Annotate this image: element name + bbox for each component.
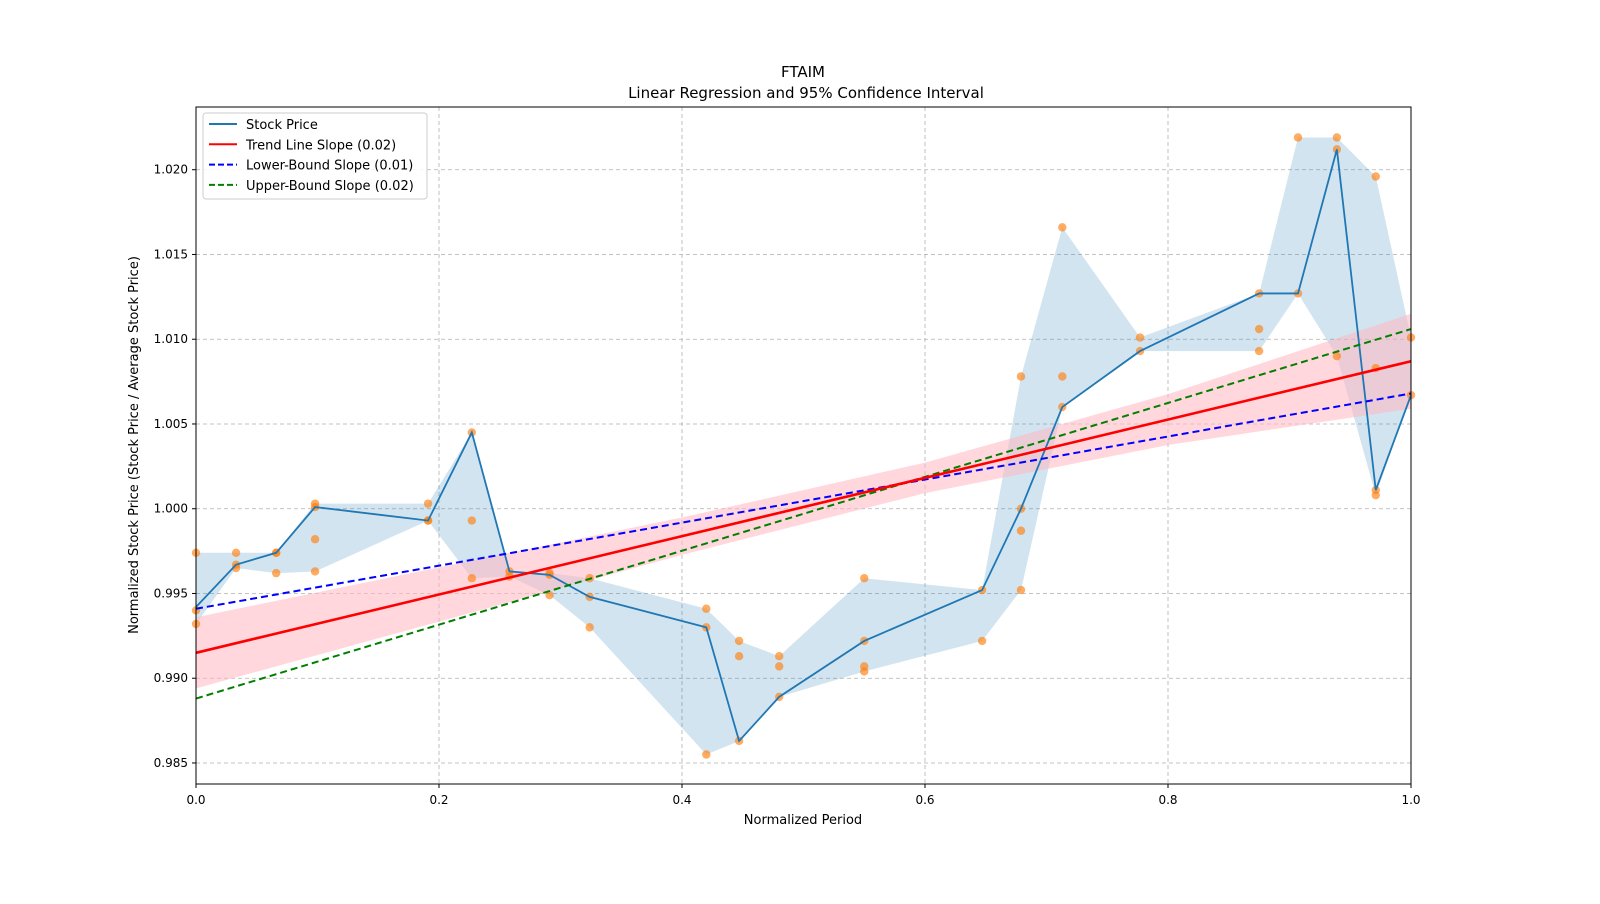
x-tick-label: 0.2	[429, 793, 448, 807]
stock-price-line	[195, 149, 1412, 743]
y-tick-label: 1.015	[154, 247, 188, 261]
scatter-point	[467, 516, 477, 525]
x-tick-label: 0.4	[672, 793, 691, 807]
y-tick-label: 0.985	[154, 756, 188, 770]
scatter-point	[1058, 223, 1067, 232]
x-tick-label: 0.0	[186, 793, 205, 807]
scatter-point	[1332, 133, 1342, 142]
y-tick-label: 1.010	[154, 332, 188, 346]
scatter-point	[467, 574, 477, 583]
lower-bound-line	[195, 392, 1412, 610]
upper-bound-line	[195, 328, 1412, 700]
legend-label: Lower-Bound Slope (0.01)	[246, 159, 413, 174]
scatter-point	[271, 568, 281, 578]
y-tick-label: 1.005	[154, 417, 188, 431]
scatter-point	[545, 590, 554, 600]
scatter-point	[1254, 346, 1264, 356]
chart-subtitle: Linear Regression and 95% Confidence Int…	[628, 84, 984, 102]
scatter-point	[1135, 333, 1145, 342]
scatter-point	[1016, 372, 1026, 381]
scatter-point	[231, 548, 241, 557]
scatter-point	[775, 651, 784, 661]
legend-label: Upper-Bound Slope (0.02)	[246, 179, 414, 194]
legend-label: Stock Price	[246, 118, 318, 133]
x-tick-label: 1.0	[1401, 793, 1420, 807]
y-tick-label: 0.990	[154, 671, 188, 685]
plot-area	[191, 133, 1416, 759]
scatter-point	[734, 651, 744, 661]
scatter-point	[1254, 324, 1264, 334]
scatter-point	[775, 662, 784, 671]
y-tick-label: 1.020	[154, 163, 188, 177]
scatter-point	[702, 604, 711, 613]
x-tick-label: 0.6	[915, 793, 934, 807]
scatter-point	[860, 667, 869, 676]
trend-line	[195, 359, 1412, 655]
scatter-point	[1332, 351, 1342, 361]
scatter-point	[1371, 490, 1380, 500]
scatter-point	[1016, 585, 1026, 595]
scatter-point	[860, 574, 869, 583]
price-range-band	[196, 137, 1411, 755]
scatter-point	[1016, 526, 1026, 535]
scatter-point	[1058, 372, 1067, 381]
y-axis-label: Normalized Stock Price (Stock Price / Av…	[127, 256, 142, 634]
scatter-point	[310, 567, 320, 576]
ticks: 0.0 0.2 0.4 0.6 0.8 1.0 0.985 0.990 0.995 1.000 1.…	[154, 163, 1421, 807]
scatter-point	[310, 535, 320, 544]
scatter-point	[734, 636, 744, 646]
scatter-point	[585, 623, 594, 632]
legend: Stock Price Trend Line Slope (0.02) Lower-…	[202, 112, 428, 200]
y-tick-label: 1.000	[154, 502, 188, 516]
axes-frame	[195, 106, 1412, 785]
scatter-point	[702, 750, 711, 759]
x-axis-label: Normalized Period	[744, 813, 862, 828]
legend-label: Trend Line Slope (0.02)	[245, 138, 396, 153]
x-tick-label: 0.8	[1158, 793, 1177, 807]
y-tick-label: 0.995	[154, 586, 188, 600]
scatter-point	[1371, 172, 1380, 181]
scatter-point	[423, 499, 433, 508]
chart-title: FTAIM	[781, 63, 825, 81]
scatter-point	[977, 636, 987, 646]
legend-box	[202, 112, 428, 200]
scatter-point	[1293, 133, 1303, 142]
